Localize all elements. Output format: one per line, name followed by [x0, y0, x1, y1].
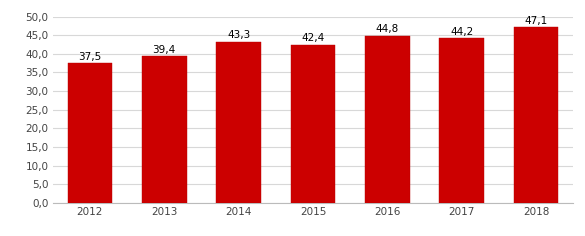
- Bar: [365, 36, 410, 203]
- Bar: [142, 56, 187, 203]
- Bar: [291, 45, 335, 203]
- Text: 43,3: 43,3: [227, 30, 250, 40]
- Text: 44,8: 44,8: [376, 24, 399, 34]
- Bar: [216, 42, 261, 203]
- Text: 44,2: 44,2: [450, 27, 473, 37]
- Text: 42,4: 42,4: [301, 33, 325, 43]
- Bar: [439, 38, 484, 203]
- Bar: [67, 63, 112, 203]
- Text: 39,4: 39,4: [153, 45, 176, 55]
- Text: 37,5: 37,5: [78, 52, 101, 62]
- Bar: [514, 27, 559, 203]
- Text: 47,1: 47,1: [525, 16, 548, 26]
